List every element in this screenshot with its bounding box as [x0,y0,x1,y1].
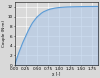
X-axis label: χ [-]: χ [-] [52,72,60,76]
Y-axis label: Couple (N·m): Couple (N·m) [2,20,6,47]
